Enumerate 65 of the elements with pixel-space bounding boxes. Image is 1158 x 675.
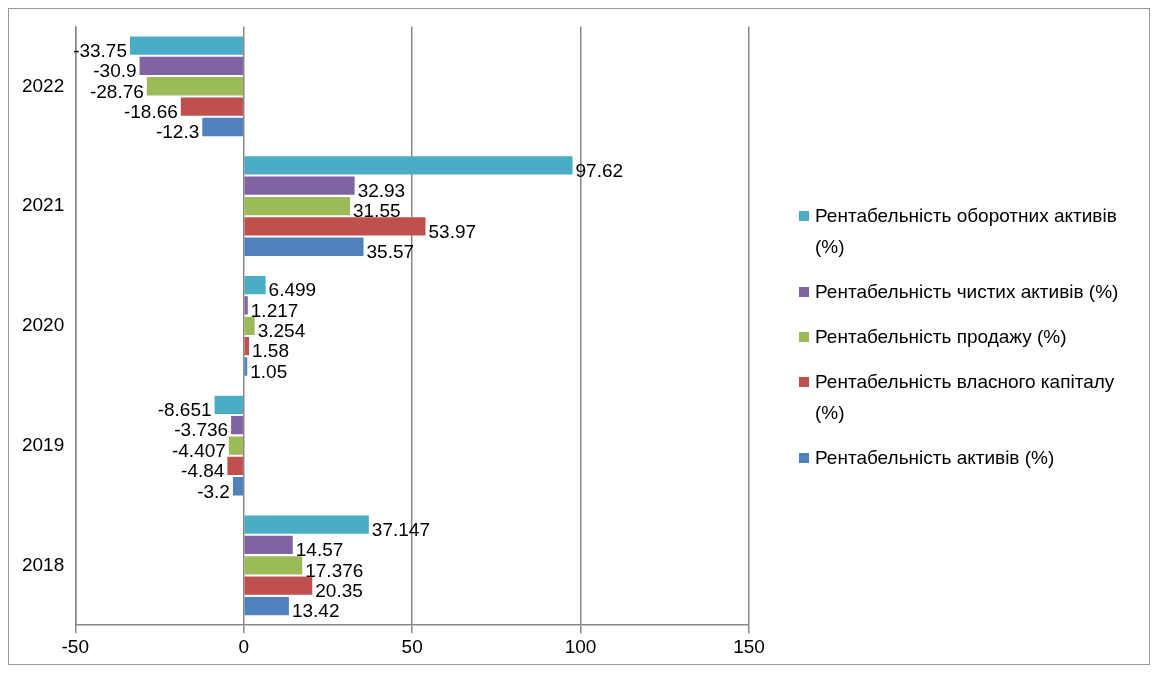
data-label: -4.84 (181, 459, 225, 481)
bar (244, 196, 350, 215)
data-label: -3.2 (197, 480, 230, 502)
bar (244, 535, 293, 554)
legend-label: Рентабельність активів (%) (815, 446, 1055, 470)
bar (227, 456, 243, 475)
data-label: 97.62 (575, 159, 624, 181)
bar (244, 176, 355, 195)
bar (228, 435, 243, 455)
data-label: -18.66 (123, 100, 178, 122)
x-tick-label: 100 (564, 635, 597, 657)
x-tick-label: 0 (238, 635, 249, 657)
bar (244, 155, 573, 174)
data-label: 3.254 (257, 319, 306, 341)
legend-label: Рентабельність власного капіталу (%) (815, 370, 1116, 425)
y-tick-label: 2018 (21, 553, 65, 575)
bar (214, 395, 243, 414)
data-label: 37.147 (371, 518, 430, 540)
data-label: -12.3 (155, 120, 200, 142)
bar (244, 514, 369, 534)
data-label: 35.57 (366, 240, 415, 262)
y-tick-label: 2021 (21, 193, 65, 215)
bar (244, 596, 289, 615)
data-label: 6.499 (268, 278, 317, 300)
bar (231, 415, 243, 434)
data-label: -30.9 (93, 59, 137, 81)
data-label: -8.651 (157, 398, 212, 420)
bar (244, 237, 364, 256)
data-label: -3.736 (174, 418, 229, 440)
data-label: 1.58 (252, 339, 290, 361)
bar (139, 56, 243, 75)
data-label: 53.97 (428, 220, 477, 242)
bar (244, 356, 248, 376)
bar (232, 476, 243, 495)
data-label: 14.57 (295, 538, 344, 560)
data-label: -33.75 (73, 39, 128, 61)
data-label: 13.42 (291, 599, 340, 621)
y-tick-label: 2019 (21, 433, 65, 455)
y-tick-label: 2022 (21, 74, 65, 96)
data-label: 31.55 (352, 199, 401, 221)
bar (244, 295, 248, 315)
data-label: -28.76 (89, 80, 144, 102)
x-tick-label: -50 (61, 635, 89, 657)
legend-label: Рентабельність продажу (%) (815, 325, 1067, 349)
data-label: 1.217 (250, 299, 299, 321)
bar (130, 35, 243, 55)
data-label: 20.35 (315, 579, 363, 601)
bar (244, 336, 250, 355)
bar (180, 96, 243, 116)
x-tick-label: 150 (733, 635, 765, 657)
data-label: 17.376 (305, 559, 364, 581)
legend-label: Рентабельність оборотних активів (%) (815, 204, 1118, 259)
bar (146, 76, 243, 95)
bar (244, 316, 255, 335)
y-tick-label: 2020 (21, 313, 65, 335)
bar (244, 275, 266, 294)
bar (244, 216, 426, 236)
data-label: 1.05 (250, 360, 288, 382)
x-tick-label: 50 (401, 635, 423, 657)
bar (244, 576, 313, 595)
legend-label: Рентабельність чистих активів (%) (815, 280, 1119, 304)
data-label: 32.93 (357, 179, 406, 201)
bar (202, 117, 243, 136)
data-label: -4.407 (171, 439, 226, 461)
bar (244, 555, 303, 574)
